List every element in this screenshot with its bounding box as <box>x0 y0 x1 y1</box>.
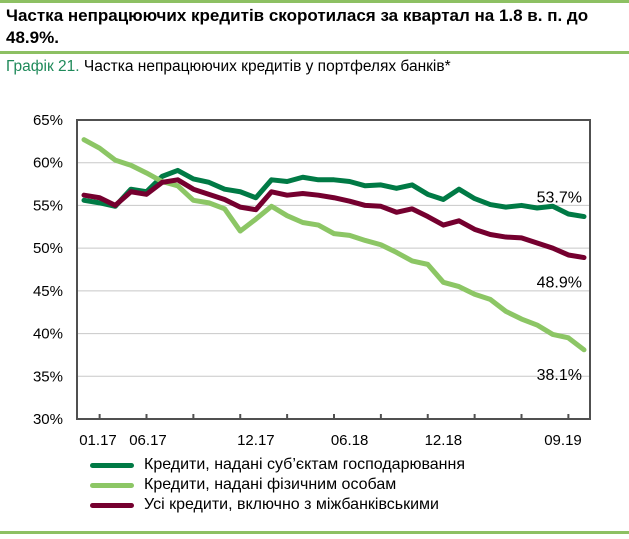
y-tick-label: 65% <box>33 112 63 129</box>
series-line-households <box>81 137 587 353</box>
y-tick-label: 30% <box>33 411 63 428</box>
x-tick-label: 12.17 <box>237 432 275 449</box>
x-tick-label: 06.17 <box>129 432 167 449</box>
y-tick-label: 60% <box>33 155 63 172</box>
series-line-total <box>81 177 587 261</box>
chart-number: Графік 21. <box>6 58 80 75</box>
legend-item-corporate: Кредити, надані суб’єктам господарювання <box>90 455 465 475</box>
footer-rule <box>0 531 629 534</box>
y-tick-label: 35% <box>33 368 63 385</box>
legend-item-total: Усі кредити, включно з міжбанківськими <box>90 495 465 515</box>
legend-swatch <box>90 462 134 468</box>
top-rule <box>0 0 629 3</box>
x-tick-label: 01.17 <box>79 432 117 449</box>
y-tick-label: 40% <box>33 326 63 343</box>
y-tick-label: 50% <box>33 240 63 257</box>
headline: Частка непрацюючих кредитів скоротилася … <box>6 6 589 47</box>
legend-swatch <box>90 502 134 508</box>
x-tick-label: 06.18 <box>331 432 369 449</box>
chart-caption: Графік 21. Частка непрацюючих кредитів у… <box>6 58 451 76</box>
x-tick-label: 09.19 <box>544 432 582 449</box>
headline-rule <box>0 51 629 54</box>
plot-frame <box>76 119 591 420</box>
end-label-households: 38.1% <box>537 367 582 384</box>
chart-caption-text: Частка непрацюючих кредитів у портфелях … <box>83 58 451 75</box>
legend-item-households: Кредити, надані фізичним особам <box>90 475 465 495</box>
legend-label: Кредити, надані фізичним особам <box>144 476 397 493</box>
y-tick-label: 55% <box>33 197 63 214</box>
legend: Кредити, надані суб’єктам господарювання… <box>90 455 465 515</box>
end-label-total: 48.9% <box>537 275 582 292</box>
legend-label: Усі кредити, включно з міжбанківськими <box>144 496 439 513</box>
y-tick-label: 45% <box>33 283 63 300</box>
end-label-corporate: 53.7% <box>537 190 582 207</box>
legend-swatch <box>90 482 134 488</box>
legend-label: Кредити, надані суб’єктам господарювання <box>144 456 466 473</box>
x-tick-label: 12.18 <box>425 432 463 449</box>
